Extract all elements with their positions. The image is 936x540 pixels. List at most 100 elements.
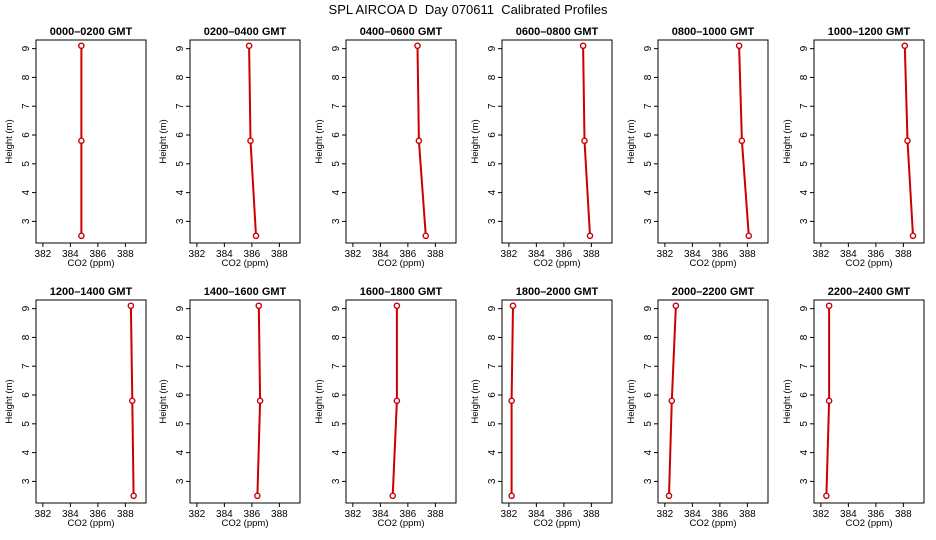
data-point bbox=[901, 42, 909, 50]
plot-frame bbox=[35, 39, 147, 244]
y-tick-label: 5 bbox=[331, 421, 342, 427]
plot-frame bbox=[657, 39, 769, 244]
y-axis-label: Height (m) bbox=[782, 379, 793, 423]
data-point bbox=[389, 492, 397, 500]
data-point bbox=[393, 397, 401, 405]
y-axis-label: Height (m) bbox=[314, 379, 325, 423]
x-tick-label: 382 bbox=[813, 509, 830, 520]
panel-title: 1000–1200 GMT bbox=[828, 26, 911, 38]
y-tick-label: 5 bbox=[643, 421, 654, 427]
y-tick-label: 3 bbox=[799, 478, 810, 484]
x-tick-label: 388 bbox=[271, 249, 288, 260]
y-tick-label: 4 bbox=[331, 449, 342, 455]
plot-frame bbox=[35, 299, 147, 504]
y-tick-label: 9 bbox=[487, 45, 498, 51]
y-axis-label: Height (m) bbox=[4, 379, 15, 423]
data-point bbox=[672, 302, 680, 310]
y-tick-label: 5 bbox=[175, 421, 186, 427]
y-axis-label: Height (m) bbox=[626, 119, 637, 163]
data-point bbox=[508, 397, 515, 405]
y-tick-label: 5 bbox=[487, 161, 498, 167]
y-tick-label: 5 bbox=[21, 161, 32, 167]
y-tick-label: 8 bbox=[175, 334, 186, 340]
y-tick-label: 3 bbox=[175, 218, 186, 224]
x-axis-label: CO2 (ppm) bbox=[222, 518, 269, 529]
plot-frame bbox=[345, 299, 457, 504]
x-tick-label: 384 bbox=[684, 509, 701, 520]
data-point bbox=[393, 302, 401, 310]
y-axis-label: Height (m) bbox=[158, 379, 169, 423]
data-point bbox=[130, 492, 137, 500]
y-tick-label: 7 bbox=[175, 363, 186, 369]
y-tick-label: 8 bbox=[799, 74, 810, 80]
y-tick-label: 6 bbox=[21, 392, 32, 398]
plot-frame bbox=[189, 39, 301, 244]
y-tick-label: 9 bbox=[799, 45, 810, 51]
y-tick-label: 9 bbox=[331, 305, 342, 311]
plot-frame bbox=[345, 39, 457, 244]
y-tick-label: 5 bbox=[331, 161, 342, 167]
panel-title: 0800–1000 GMT bbox=[672, 26, 755, 38]
x-tick-label: 388 bbox=[427, 249, 444, 260]
data-point bbox=[78, 42, 85, 50]
x-tick-label: 388 bbox=[895, 509, 912, 520]
data-point bbox=[509, 302, 517, 310]
y-tick-label: 7 bbox=[175, 103, 186, 109]
y-tick-label: 7 bbox=[487, 363, 498, 369]
x-tick-label: 388 bbox=[117, 249, 134, 260]
data-point bbox=[256, 397, 264, 405]
x-tick-label: 382 bbox=[657, 509, 674, 520]
y-tick-label: 4 bbox=[21, 449, 32, 455]
x-tick-label: 388 bbox=[583, 249, 600, 260]
y-axis-label: Height (m) bbox=[470, 119, 481, 163]
x-axis-label: CO2 (ppm) bbox=[378, 518, 425, 529]
y-tick-label: 7 bbox=[643, 103, 654, 109]
x-tick-label: 386 bbox=[556, 249, 573, 260]
y-tick-label: 8 bbox=[331, 74, 342, 80]
data-point bbox=[823, 492, 830, 500]
x-axis-label: CO2 (ppm) bbox=[68, 258, 115, 269]
x-tick-label: 386 bbox=[868, 509, 885, 520]
x-axis-label: CO2 (ppm) bbox=[534, 518, 581, 529]
y-tick-label: 4 bbox=[799, 189, 810, 195]
y-tick-label: 5 bbox=[799, 421, 810, 427]
y-tick-label: 5 bbox=[643, 161, 654, 167]
data-point bbox=[581, 137, 588, 145]
panel-title: 0600–0800 GMT bbox=[516, 26, 599, 38]
panel-title: 1800–2000 GMT bbox=[516, 286, 599, 298]
x-tick-label: 382 bbox=[813, 249, 830, 260]
x-tick-label: 384 bbox=[840, 249, 857, 260]
x-tick-label: 382 bbox=[345, 249, 362, 260]
data-point bbox=[422, 232, 430, 240]
data-point bbox=[745, 232, 753, 240]
data-point bbox=[825, 302, 833, 310]
y-tick-label: 8 bbox=[331, 334, 342, 340]
x-axis-label: CO2 (ppm) bbox=[846, 518, 893, 529]
data-point bbox=[586, 232, 594, 240]
plot-frame bbox=[813, 299, 925, 504]
x-tick-label: 386 bbox=[556, 509, 573, 520]
x-axis-label: CO2 (ppm) bbox=[68, 518, 115, 529]
data-point bbox=[738, 137, 746, 145]
x-tick-label: 384 bbox=[528, 509, 545, 520]
x-tick-label: 382 bbox=[657, 249, 674, 260]
y-axis-label: Height (m) bbox=[314, 119, 325, 163]
y-tick-label: 4 bbox=[799, 449, 810, 455]
y-tick-label: 6 bbox=[175, 392, 186, 398]
panel-title: 2000–2200 GMT bbox=[672, 286, 755, 298]
x-tick-label: 384 bbox=[62, 509, 79, 520]
y-tick-label: 3 bbox=[21, 478, 32, 484]
data-point bbox=[825, 397, 833, 405]
y-tick-label: 7 bbox=[21, 363, 32, 369]
panel-title: 0400–0600 GMT bbox=[360, 26, 443, 38]
x-tick-label: 384 bbox=[684, 249, 701, 260]
y-tick-label: 9 bbox=[643, 45, 654, 51]
panel-title: 1200–1400 GMT bbox=[50, 286, 133, 298]
data-point bbox=[247, 137, 254, 145]
y-tick-label: 3 bbox=[643, 218, 654, 224]
